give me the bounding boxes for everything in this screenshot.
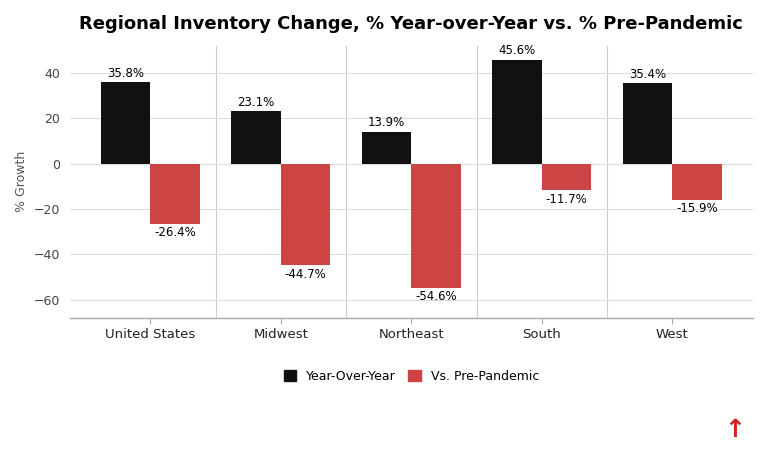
Text: 23.1%: 23.1% xyxy=(237,96,275,109)
Text: ↑: ↑ xyxy=(724,418,745,442)
Bar xyxy=(151,164,200,224)
Text: -44.7%: -44.7% xyxy=(285,268,326,281)
Text: 35.4%: 35.4% xyxy=(629,68,666,81)
Text: 13.9%: 13.9% xyxy=(368,116,406,129)
Bar xyxy=(362,132,412,164)
Text: 35.8%: 35.8% xyxy=(107,67,144,80)
Text: 45.6%: 45.6% xyxy=(498,45,535,57)
Text: -54.6%: -54.6% xyxy=(415,290,457,303)
Y-axis label: % Growth: % Growth xyxy=(15,151,28,212)
Text: -15.9%: -15.9% xyxy=(677,202,718,216)
Bar xyxy=(492,60,542,164)
Bar xyxy=(542,164,591,190)
Bar xyxy=(281,164,330,265)
Bar xyxy=(623,83,672,164)
Text: -11.7%: -11.7% xyxy=(546,193,588,206)
Bar xyxy=(231,111,281,164)
Text: -26.4%: -26.4% xyxy=(154,226,196,239)
Title: Regional Inventory Change, % Year-over-Year vs. % Pre-Pandemic: Regional Inventory Change, % Year-over-Y… xyxy=(79,15,743,33)
Bar xyxy=(672,164,722,200)
Legend: Year-Over-Year, Vs. Pre-Pandemic: Year-Over-Year, Vs. Pre-Pandemic xyxy=(279,365,545,388)
Bar xyxy=(101,83,151,164)
Bar xyxy=(412,164,461,288)
